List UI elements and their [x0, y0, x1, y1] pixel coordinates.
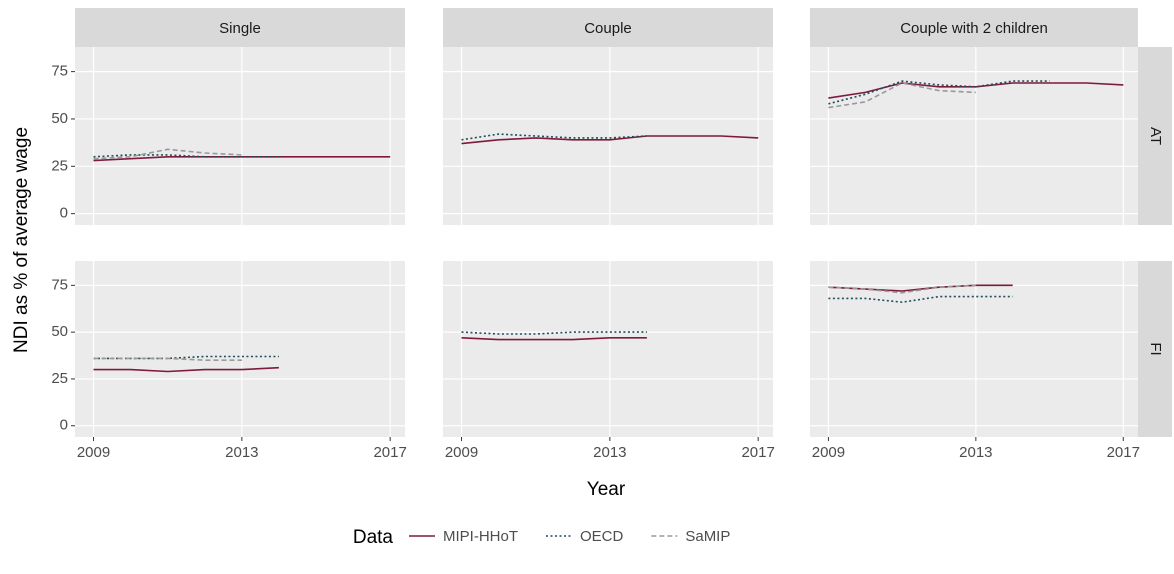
- y-tick-label: 0: [60, 205, 68, 222]
- series-line: [93, 154, 279, 158]
- facet-label: Couple with 2 children: [900, 20, 1048, 37]
- y-tick-label: 0: [60, 417, 68, 434]
- x-tick-label: 2009: [812, 444, 845, 461]
- panel-background: [443, 261, 773, 437]
- series-line: [93, 357, 242, 361]
- x-tick-label: 2013: [225, 444, 258, 461]
- facet-label: FI: [1147, 342, 1164, 355]
- series-line: [828, 82, 976, 109]
- facet-label: Single: [219, 20, 261, 37]
- x-tick-label: 2013: [593, 444, 626, 461]
- panel-background: [810, 47, 1138, 225]
- x-tick-label: 2009: [77, 444, 110, 461]
- legend-label: SaMIP: [685, 528, 730, 545]
- series-line: [461, 135, 759, 145]
- facet-label: Couple: [584, 20, 632, 37]
- y-axis-title: NDI as % of average wage: [11, 127, 32, 353]
- series-line: [93, 355, 279, 360]
- y-tick-label: 75: [51, 276, 68, 293]
- y-tick-label: 25: [51, 370, 68, 387]
- x-tick-label: 2017: [741, 444, 774, 461]
- panel-background: [810, 261, 1138, 437]
- series-line: [461, 331, 647, 335]
- series-line: [828, 284, 1013, 292]
- x-tick-label: 2013: [959, 444, 992, 461]
- panel-background: [75, 261, 405, 437]
- legend-label: OECD: [580, 528, 624, 545]
- y-tick-label: 25: [51, 157, 68, 174]
- series-line: [461, 337, 647, 341]
- x-axis-title: Year: [587, 479, 626, 500]
- legend-title: Data: [353, 527, 394, 548]
- panel-background: [75, 47, 405, 225]
- x-tick-label: 2009: [445, 444, 478, 461]
- facet-strip: [75, 8, 405, 47]
- facet-strip: [1138, 47, 1172, 225]
- series-line: [828, 284, 976, 294]
- x-tick-label: 2017: [1107, 444, 1140, 461]
- y-tick-label: 50: [51, 110, 68, 127]
- facet-strip: [443, 8, 773, 47]
- x-tick-label: 2017: [373, 444, 406, 461]
- y-tick-label: 50: [51, 323, 68, 340]
- series-line: [93, 148, 242, 160]
- facet-label: AT: [1147, 127, 1164, 145]
- series-line: [93, 366, 279, 373]
- legend-label: MIPI-HHoT: [443, 528, 518, 545]
- series-line: [828, 80, 1050, 105]
- facet-strip: [810, 8, 1138, 47]
- series-line: [828, 295, 1013, 304]
- series-line: [93, 156, 391, 162]
- y-tick-label: 75: [51, 63, 68, 80]
- facet-strip: [1138, 261, 1172, 437]
